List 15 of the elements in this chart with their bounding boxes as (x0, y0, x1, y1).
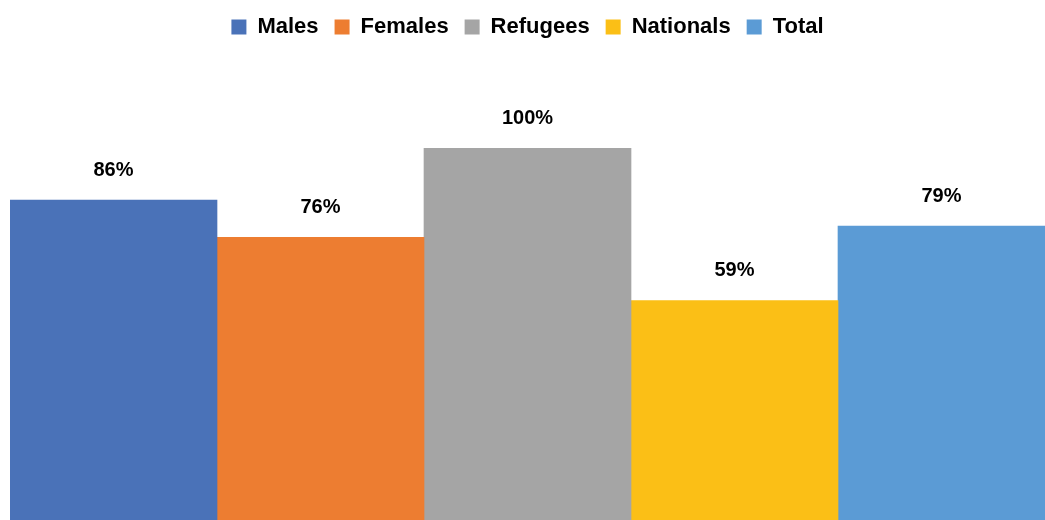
data-label: 76% (300, 194, 341, 217)
bar (837, 225, 1045, 520)
legend-label: Total (772, 13, 824, 39)
data-label: 100% (501, 105, 554, 128)
data-label: 59% (714, 258, 755, 281)
legend-label: Males (257, 13, 319, 39)
bar (630, 300, 839, 520)
bar (10, 199, 218, 520)
data-label: 79% (921, 183, 962, 206)
bar (216, 236, 425, 520)
data-label: 86% (93, 157, 134, 180)
bar (423, 148, 632, 520)
legend-label: Refugees (490, 13, 590, 39)
legend-label: Females (360, 13, 449, 39)
legend-label: Nationals (631, 13, 731, 39)
